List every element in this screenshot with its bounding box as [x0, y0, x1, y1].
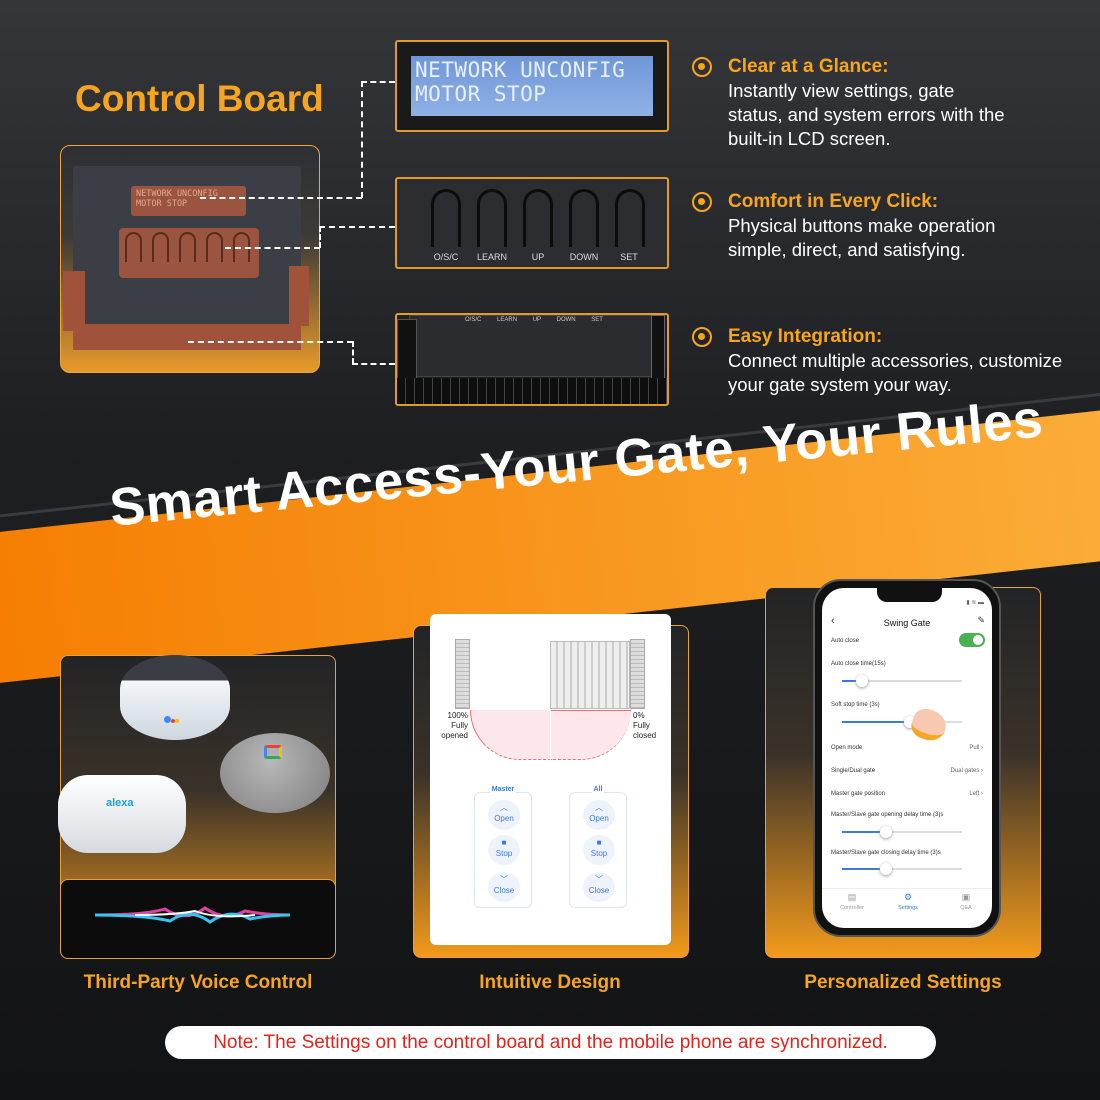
master-position-row[interactable]: Master gate position Left ›: [831, 791, 983, 797]
google-home-icon: [264, 745, 282, 759]
all-stop-button[interactable]: ■ Stop: [583, 835, 615, 865]
caption-intuitive-design: Intuitive Design: [479, 972, 621, 993]
control-board-photo: NETWORK UNCONFIG MOTOR STOP: [60, 145, 320, 373]
right-swing-area: [551, 710, 631, 760]
lcd-line-2: MOTOR STOP: [415, 82, 547, 106]
back-icon[interactable]: ‹: [831, 615, 835, 627]
connector-line: [361, 81, 363, 198]
feature-heading: Easy Integration:: [728, 326, 883, 347]
terminal-button-labels: O/S/C LEARN UP DOWN SET: [465, 317, 603, 323]
target-bullet-icon: [692, 57, 712, 77]
feature-text: Instantly view settings, gate status, an…: [728, 80, 1005, 149]
auto-close-toggle[interactable]: [959, 633, 985, 647]
connector-line: [352, 363, 395, 365]
soft-stop-time-label: Soft stop time (3s): [831, 702, 880, 708]
connector-line: [361, 81, 395, 83]
nav-qa[interactable]: Q&A: [960, 905, 972, 911]
left-pillar: [455, 639, 470, 709]
connector-line: [352, 341, 354, 364]
feature-lcd: Clear at a Glance: Instantly view settin…: [692, 55, 1008, 151]
pointing-hand-icon: [907, 705, 951, 745]
button-label-down: DOWN: [569, 252, 599, 262]
target-bullet-icon: [692, 192, 712, 212]
button-label-set: SET: [620, 252, 638, 262]
controller-icon: ▤: [847, 892, 857, 902]
screen-title: Swing Gate: [883, 618, 931, 628]
board-lcd-line-2: MOTOR STOP: [136, 199, 188, 209]
status-icons: ▮ ≋ ▬: [966, 600, 984, 606]
echo-dot-speaker: [120, 655, 230, 740]
closing-delay-slider[interactable]: [842, 863, 962, 875]
board-lcd: NETWORK UNCONFIG MOTOR STOP: [131, 186, 246, 216]
target-bullet-icon: [692, 327, 712, 347]
feature-text: Physical buttons make operation simple, …: [728, 215, 996, 260]
caption-voice-control: Third-Party Voice Control: [83, 972, 313, 993]
feature-heading: Clear at a Glance:: [728, 56, 889, 77]
sync-note: Note: The Settings on the control board …: [165, 1026, 936, 1059]
alexa-logo: alexa: [106, 797, 134, 809]
qa-icon: ▣: [961, 892, 971, 902]
lcd-screen: NETWORK UNCONFIG MOTOR STOP: [411, 56, 653, 116]
single-dual-row[interactable]: Single/Dual gate Dual gates ›: [831, 768, 983, 774]
master-stop-button[interactable]: ■ Stop: [488, 835, 520, 865]
bottom-terminal-block: [73, 324, 301, 350]
open-mode-row[interactable]: Open mode Pull ›: [831, 745, 983, 751]
feature-text: Connect multiple accessories, customize …: [728, 350, 1063, 395]
button-label-learn: LEARN: [476, 252, 507, 262]
caption-personalized-settings: Personalized Settings: [804, 972, 1002, 993]
connector-line: [319, 226, 321, 248]
gate-leaf: [550, 641, 630, 709]
auto-close-time-slider[interactable]: [842, 675, 962, 687]
nav-settings[interactable]: Settings: [898, 905, 918, 911]
all-controls: All ︿ Open ■ Stop ﹀ Close: [569, 786, 627, 908]
closing-delay-label: Master/Slave gate closing delay time (3)…: [831, 850, 941, 856]
connector-line: [225, 247, 320, 249]
feature-buttons: Comfort in Every Click: Physical buttons…: [692, 190, 1028, 262]
button-label-up: UP: [531, 252, 545, 262]
google-nest-mini: [220, 733, 330, 813]
fully-opened-label: 100% Fully opened: [441, 711, 468, 740]
terminal-closeup: O/S/C LEARN UP DOWN SET: [395, 313, 669, 406]
fully-closed-label: 0% Fully closed: [633, 711, 657, 740]
side-terminal-right: [289, 266, 309, 326]
right-pillar: [630, 639, 645, 709]
nav-controller[interactable]: Controller: [840, 905, 864, 911]
edit-icon[interactable]: ✎: [977, 615, 985, 625]
phone-notch: [877, 588, 942, 602]
button-label-osc: O/S/C: [433, 252, 459, 262]
opening-delay-slider[interactable]: [842, 826, 962, 838]
connector-line: [319, 226, 395, 228]
connector-line: [200, 197, 362, 199]
board-lcd-line-1: NETWORK UNCONFIG: [136, 189, 218, 199]
control-board-title: Control Board: [75, 78, 324, 119]
auto-close-time-label: Auto close time(15s): [831, 661, 886, 667]
master-close-button[interactable]: ﹀ Close: [488, 872, 520, 902]
master-open-button[interactable]: ︿ Open: [488, 800, 520, 830]
settings-screen: ▮ ≋ ▬ ‹ Swing Gate ✎ Auto close Auto clo…: [822, 588, 992, 928]
master-controls: Master ︿ Open ■ Stop ﹀ Close: [474, 786, 532, 908]
google-assistant-dots: [164, 710, 186, 723]
feature-heading: Comfort in Every Click:: [728, 191, 939, 212]
settings-gear-icon: ⚙: [903, 892, 913, 902]
board-buttons: [119, 228, 259, 278]
left-swing-area: [470, 710, 550, 760]
voice-wave-icon: [95, 906, 290, 924]
gate-app-screen: 100% Fully opened 0% Fully closed Master ︿ Op…: [430, 614, 671, 945]
feature-integration: Easy Integration: Connect multiple acces…: [692, 325, 1068, 397]
opening-delay-label: Master/Slave gate opening delay time (3)…: [831, 812, 944, 818]
side-terminal-left: [63, 271, 85, 331]
lcd-line-1: NETWORK UNCONFIG: [415, 58, 626, 82]
connector-line: [188, 341, 353, 343]
buttons-closeup: O/S/C LEARN UP DOWN SET: [395, 177, 669, 269]
all-open-button[interactable]: ︿ Open: [583, 800, 615, 830]
bottom-nav: ▤ ⚙ ▣ Controller Settings Q&A: [822, 888, 992, 928]
smartphone: ▮ ≋ ▬ ‹ Swing Gate ✎ Auto close Auto clo…: [813, 579, 1001, 937]
all-close-button[interactable]: ﹀ Close: [583, 872, 615, 902]
lcd-closeup: NETWORK UNCONFIG MOTOR STOP: [395, 40, 669, 132]
alexa-hub: alexa: [58, 775, 186, 853]
auto-close-row: Auto close: [831, 633, 985, 647]
voice-wave-panel: [60, 879, 336, 959]
